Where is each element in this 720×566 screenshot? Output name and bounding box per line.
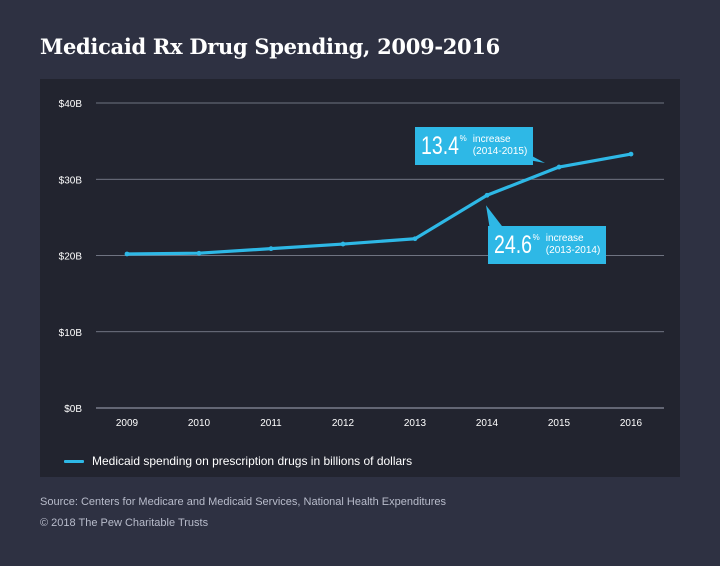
callout-pointer xyxy=(486,205,505,230)
data-point xyxy=(340,241,346,247)
callout-2014-2015: 13.4 % increase (2014-2015) xyxy=(415,127,534,165)
data-point xyxy=(124,251,130,257)
x-tick-label: 2016 xyxy=(620,418,643,429)
chart-title: Medicaid Rx Drug Spending, 2009-2016 xyxy=(40,34,500,59)
x-tick-label: 2015 xyxy=(548,418,571,429)
callout-line1: increase xyxy=(545,233,584,244)
legend-label: Medicaid spending on prescription drugs … xyxy=(92,454,413,468)
callout-text: increase (2013-2014) xyxy=(546,233,600,257)
callout-unit: % xyxy=(532,233,540,242)
callout-line2: (2013-2014) xyxy=(545,245,601,256)
copyright-note: © 2018 The Pew Charitable Trusts xyxy=(40,517,209,529)
callout-value: 13.4 xyxy=(421,132,459,160)
callout-line1: increase xyxy=(472,134,511,145)
series-lines xyxy=(125,152,633,256)
series-points xyxy=(124,151,634,257)
callout-unit: % xyxy=(459,134,467,143)
data-point xyxy=(484,192,490,198)
data-point xyxy=(268,246,274,252)
y-tick-label: $20B xyxy=(59,252,83,263)
data-point xyxy=(412,236,418,242)
x-tick-label: 2011 xyxy=(260,418,282,429)
y-tick-label: $30B xyxy=(59,175,83,186)
x-axis-labels: 2009 2010 2011 2012 2013 2014 2015 2016 xyxy=(116,418,643,429)
callout-value: 24.6 xyxy=(494,231,532,259)
x-tick-label: 2013 xyxy=(404,418,427,429)
y-axis-labels: $0B $10B $20B $30B $40B xyxy=(59,99,83,415)
y-tick-label: $10B xyxy=(59,328,83,339)
callout-2013-2014: 24.6 % increase (2013-2014) xyxy=(488,226,607,264)
data-point xyxy=(196,250,202,256)
series-line xyxy=(125,152,633,256)
source-note: Source: Centers for Medicare and Medicai… xyxy=(40,496,446,508)
legend-swatch xyxy=(64,459,84,463)
y-tick-label: $0B xyxy=(64,404,82,415)
callout-text: increase (2014-2015) xyxy=(473,134,527,158)
y-tick-label: $40B xyxy=(59,99,83,110)
chart-legend: Medicaid spending on prescription drugs … xyxy=(64,454,412,468)
x-tick-label: 2009 xyxy=(116,418,139,429)
data-point xyxy=(628,151,634,157)
data-point xyxy=(556,164,562,170)
x-tick-label: 2014 xyxy=(476,418,499,429)
x-tick-label: 2012 xyxy=(332,418,355,429)
chart-panel xyxy=(40,79,680,477)
callout-line2: (2014-2015) xyxy=(472,146,528,157)
x-tick-label: 2010 xyxy=(188,418,211,429)
